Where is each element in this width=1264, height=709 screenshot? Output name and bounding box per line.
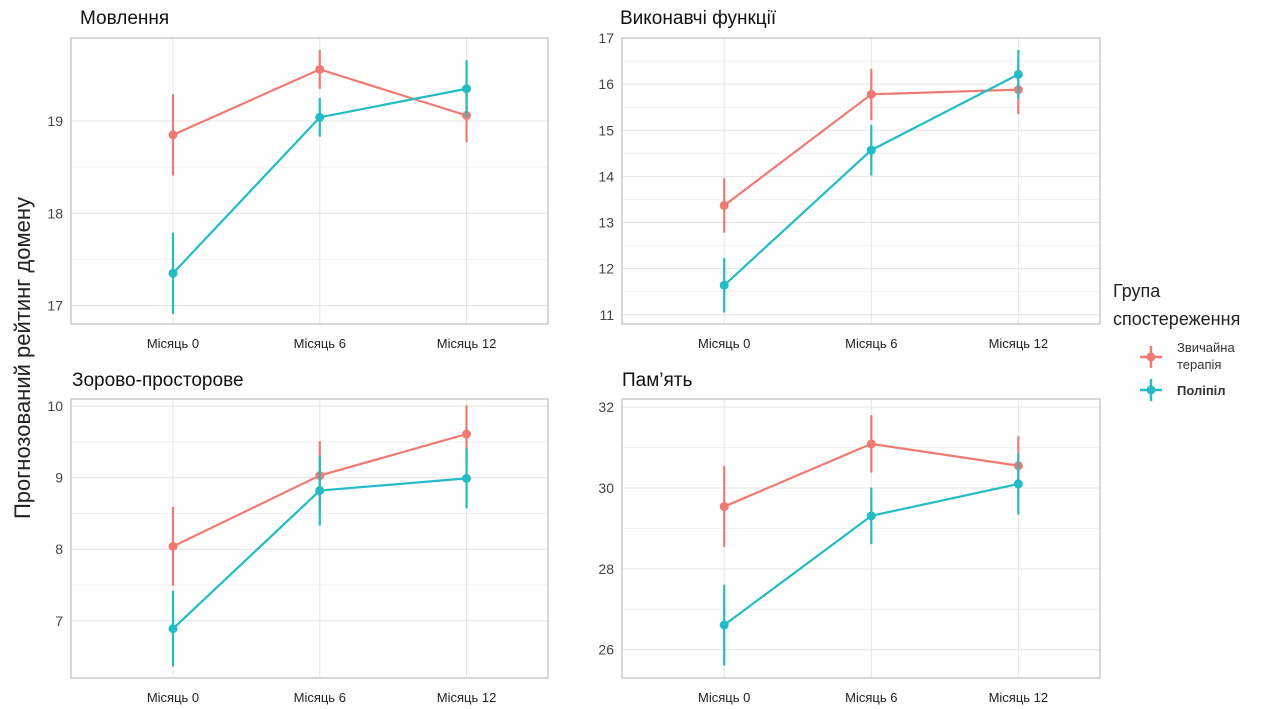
x-tick-label: Місяць 6 <box>845 690 897 705</box>
y-tick-label: 28 <box>598 561 614 577</box>
data-point-usual <box>168 541 178 551</box>
series-polypill <box>719 453 1023 666</box>
y-tick-label: 7 <box>55 613 63 629</box>
panel-border <box>70 398 549 679</box>
data-point-polypill <box>719 620 729 630</box>
series-usual <box>168 49 472 176</box>
y-tick-label: 19 <box>47 113 63 129</box>
y-tick-label: 10 <box>47 398 63 414</box>
x-tick-label: Місяць 0 <box>147 690 199 705</box>
legend-label-polypill: Поліпіл <box>1177 383 1226 398</box>
data-point-usual <box>168 130 178 140</box>
data-point-polypill <box>1013 69 1023 79</box>
x-tick-label: Місяць 0 <box>147 336 199 351</box>
data-point-polypill <box>462 473 472 483</box>
data-point-polypill <box>168 624 178 634</box>
y-tick-label: 11 <box>599 307 614 323</box>
panel-title: Пам’ять <box>622 370 692 391</box>
legend-key-point-polypill <box>1146 385 1156 395</box>
data-point-polypill <box>1013 479 1023 489</box>
panel-title: Мовлення <box>80 8 169 29</box>
y-tick-label: 9 <box>55 470 63 486</box>
y-tick-label: 17 <box>47 298 63 314</box>
y-tick-label: 18 <box>47 205 63 221</box>
panel-executive: 11 12 13 14 15 16 17 Місяць 0 Місяць 6 Місяць 12 В… <box>598 8 1101 351</box>
data-point-usual <box>719 200 729 210</box>
series-polypill <box>719 49 1023 313</box>
legend-key-point-usual <box>1146 352 1156 362</box>
legend-label-usual-line1: Звичайна <box>1177 340 1235 355</box>
data-point-usual <box>866 439 876 449</box>
y-tick-label: 16 <box>598 76 614 92</box>
data-point-polypill <box>719 280 729 290</box>
x-tick-label: Місяць 0 <box>698 336 750 351</box>
y-tick-label: 26 <box>598 642 614 658</box>
data-point-usual <box>719 502 729 512</box>
y-tick-label: 30 <box>598 480 614 496</box>
panel-speech: 17 18 19 Місяць 0 Місяць 6 Місяць 12 Мовлення <box>47 8 549 351</box>
panel-title: Виконавчі функції <box>620 8 777 29</box>
data-point-polypill <box>168 268 178 278</box>
data-point-usual <box>462 429 472 439</box>
x-tick-label: Місяць 12 <box>989 336 1049 351</box>
series-polypill <box>168 448 472 667</box>
y-tick-label: 13 <box>598 215 614 231</box>
panel-border <box>621 37 1101 325</box>
legend-title-line1: Група <box>1113 281 1161 301</box>
x-tick-label: Місяць 0 <box>698 690 750 705</box>
y-tick-label: 15 <box>598 122 614 138</box>
legend-title-line2: спостереження <box>1113 309 1240 329</box>
legend-label-usual-line2: терапія <box>1177 357 1221 372</box>
data-point-polypill <box>866 145 876 155</box>
data-point-usual <box>866 89 876 99</box>
data-point-polypill <box>315 112 325 122</box>
panel-border <box>70 37 549 325</box>
legend-item-polypill: Поліпіл <box>1140 379 1226 401</box>
panel-border <box>621 398 1101 679</box>
x-tick-label: Місяць 12 <box>437 690 497 705</box>
series-polypill <box>168 60 472 314</box>
data-point-usual <box>315 64 325 74</box>
data-point-polypill <box>315 486 325 496</box>
x-tick-label: Місяць 12 <box>989 690 1049 705</box>
panel-visuospatial: 7 8 9 10 Місяць 0 Місяць 6 Місяць 12 Зорово-про… <box>47 370 549 705</box>
y-tick-label: 14 <box>598 168 614 184</box>
x-tick-label: Місяць 6 <box>294 690 346 705</box>
y-tick-label: 17 <box>598 30 614 46</box>
legend: Група спостереження Звичайна терапія Пол… <box>1113 281 1240 401</box>
panel-title: Зорово-просторове <box>72 370 244 391</box>
x-tick-label: Місяць 6 <box>845 336 897 351</box>
panel-memory: 26 28 30 32 Місяць 0 Місяць 6 Місяць 12 Пам’ять <box>598 370 1101 705</box>
x-tick-label: Місяць 6 <box>294 336 346 351</box>
y-axis-label: Прогнозований рейтинг домену <box>10 197 35 519</box>
y-tick-label: 12 <box>598 261 614 277</box>
data-point-polypill <box>866 511 876 521</box>
data-point-polypill <box>462 84 472 94</box>
x-tick-label: Місяць 12 <box>437 336 497 351</box>
y-tick-label: 32 <box>598 399 614 415</box>
y-tick-label: 8 <box>55 541 63 557</box>
legend-item-usual-therapy: Звичайна терапія <box>1140 340 1235 372</box>
